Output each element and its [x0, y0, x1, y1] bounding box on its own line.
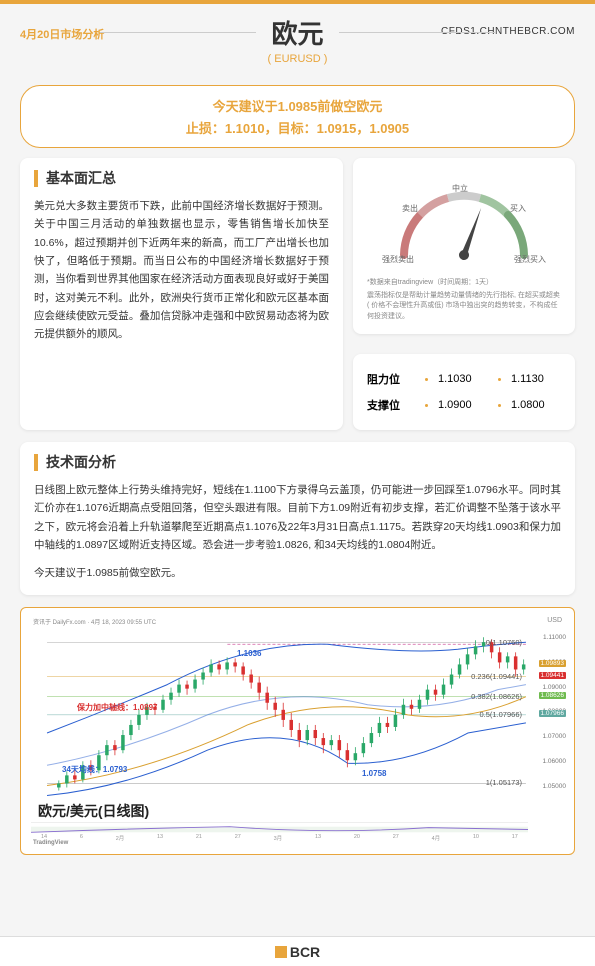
chart-annotation: 34天均线：1.0793 — [62, 764, 127, 775]
x-tick: 27 — [393, 834, 399, 842]
technical-body: 日线图上欧元整体上行势头维持完好，短线在1.1100下方录得乌云盖顶，仍可能进一… — [34, 481, 561, 555]
price-tag: 1.09893 — [539, 660, 567, 667]
support-2: 1.0800 — [511, 399, 561, 411]
chart-annotation: 1.1036 — [237, 649, 261, 658]
price-scale-tick: 1.11000 — [543, 634, 566, 641]
sentiment-gauge: 中立 卖出 买入 强烈卖出 强烈买入 — [384, 175, 544, 270]
price-scale-tick: 1.09000 — [543, 684, 567, 691]
price-scale-tick: 1.05000 — [543, 783, 567, 790]
fib-label: 0.382(1.08626) — [471, 692, 522, 701]
technical-title: 技术面分析 — [34, 454, 561, 471]
fib-label: 0.5(1.07966) — [479, 710, 522, 719]
gauge-label-buy: 买入 — [510, 203, 526, 214]
technical-card: 技术面分析 日线图上欧元整体上行势头维持完好，短线在1.1100下方录得乌云盖顶… — [20, 442, 575, 595]
chart-card: 资讯于 DailyFx.com · 4月 18, 2023 09:55 UTC … — [20, 607, 575, 855]
dot-icon — [498, 378, 501, 381]
support-label: 支撑位 — [367, 397, 415, 413]
price-tag: 1.07966 — [539, 710, 567, 717]
chart-annotation: 1.0758 — [362, 769, 386, 778]
gauge-note-1: *数据来自tradingview（时间周期：1天） — [367, 278, 561, 289]
gauge-label-strong-buy: 强烈买入 — [514, 254, 546, 265]
chart-title: 欧元/美元(日线图) — [35, 800, 152, 822]
advice-line-1: 今天建议于1.0985前做空欧元 — [36, 96, 559, 115]
price-tag: 1.08626 — [539, 692, 567, 699]
resistance-2: 1.1130 — [511, 373, 561, 385]
price-scale-tick: 1.07000 — [543, 733, 567, 740]
x-tick: 6 — [80, 834, 83, 842]
x-tick: 20 — [354, 834, 360, 842]
x-tick: 17 — [512, 834, 518, 842]
brand-name: BCR — [290, 944, 320, 960]
support-1: 1.0900 — [438, 399, 488, 411]
gauge-label-sell: 卖出 — [402, 203, 418, 214]
logo-icon — [275, 946, 287, 958]
page-title: 欧元 — [256, 14, 338, 51]
footer-logo: BCR — [275, 944, 320, 960]
advice-box: 今天建议于1.0985前做空欧元 止损：1.1010，目标：1.0915，1.0… — [20, 85, 575, 148]
fib-label: 1(1.05173) — [486, 778, 522, 787]
price-tag: 1.09441 — [539, 672, 567, 679]
x-tick: 21 — [196, 834, 202, 842]
gauge-label-strong-sell: 强烈卖出 — [382, 254, 414, 265]
header: 4月20日市场分析 欧元 ( EURUSD ) CFDS1.CHNTHEBCR.… — [0, 4, 595, 70]
footer: BCR — [0, 936, 595, 966]
advice-line-2: 止损：1.1010，目标：1.0915，1.0905 — [36, 118, 559, 137]
fib-label: 0.236(1.09441) — [471, 672, 522, 681]
dot-icon — [425, 404, 428, 407]
fundamental-card: 基本面汇总 美元兑大多数主要货币下跌，此前中国经济增长数据好于预测。关于中国三月… — [20, 158, 343, 430]
fib-label: 0(1.10760) — [486, 638, 522, 647]
technical-body-2: 今天建议于1.0985前做空欧元。 — [34, 564, 561, 582]
resistance-1: 1.1030 — [438, 373, 488, 385]
x-tick: 10 — [473, 834, 479, 842]
resistance-label: 阻力位 — [367, 371, 415, 387]
support-row: 支撑位 1.0900 1.0800 — [367, 392, 561, 418]
x-tick: 14 — [41, 834, 47, 842]
chart-annotation: 保力加中轴线：1.0897 — [77, 702, 157, 713]
right-column: 中立 卖出 买入 强烈卖出 强烈买入 *数据来自tradingview（时间周期… — [353, 158, 575, 430]
gauge-card: 中立 卖出 买入 强烈卖出 强烈买入 *数据来自tradingview（时间周期… — [353, 158, 575, 334]
page-subtitle: ( EURUSD ) — [20, 53, 575, 65]
dot-icon — [498, 404, 501, 407]
fundamental-title: 基本面汇总 — [34, 170, 329, 187]
resistance-row: 阻力位 1.1030 1.1130 — [367, 366, 561, 392]
dot-icon — [425, 378, 428, 381]
date-label: 4月20日市场分析 — [20, 26, 104, 42]
x-tick: 27 — [235, 834, 241, 842]
gauge-label-neutral: 中立 — [452, 183, 468, 194]
levels-card: 阻力位 1.1030 1.1130 支撑位 1.0900 1.0800 — [353, 354, 575, 430]
content-row: 基本面汇总 美元兑大多数主要货币下跌，此前中国经济增长数据好于预测。关于中国三月… — [0, 158, 595, 430]
x-tick: 13 — [315, 834, 321, 842]
price-scale-tick: 1.06000 — [543, 758, 567, 765]
fundamental-body: 美元兑大多数主要货币下跌，此前中国经济增长数据好于预测。关于中国三月活动的单独数… — [34, 197, 329, 344]
x-tick: 3月 — [274, 834, 283, 842]
x-tick: 13 — [157, 834, 163, 842]
chart-x-axis: 14 6 2月 13 21 27 3月 13 20 27 4月 10 17 — [31, 834, 528, 842]
x-tick: 2月 — [116, 834, 125, 842]
x-tick: 4月 — [432, 834, 441, 842]
price-chart: 资讯于 DailyFx.com · 4月 18, 2023 09:55 UTC … — [27, 614, 568, 848]
gauge-note-2: 震荡指标仅是帮助计量趋势动量情绪的先行指标, 在超买或超卖( 价格不会理性升高或… — [367, 291, 561, 323]
